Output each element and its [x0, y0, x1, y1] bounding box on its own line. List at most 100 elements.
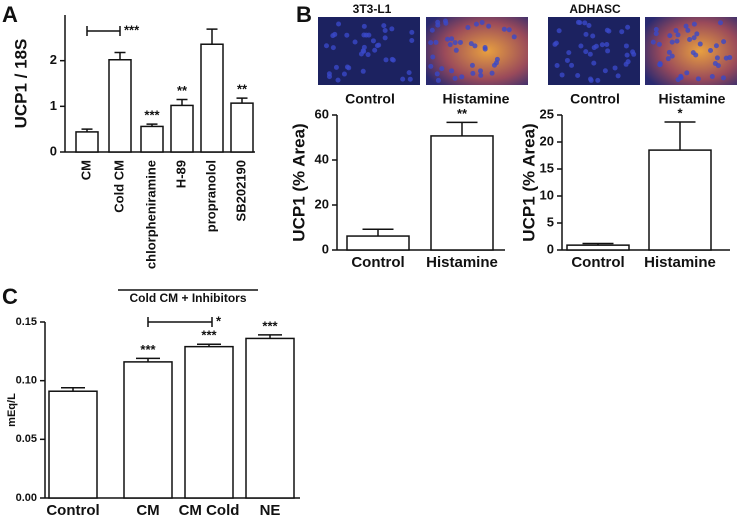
- image-label: Control: [570, 91, 620, 107]
- significance: ***: [201, 328, 217, 343]
- nucleus: [429, 27, 435, 33]
- error-bar: [206, 28, 218, 45]
- y-tick-label: 0.15: [16, 316, 37, 328]
- nucleus: [330, 45, 336, 51]
- nucleus: [406, 70, 412, 76]
- bracket-label: ***: [124, 22, 140, 37]
- x-tick-label: CM: [136, 502, 159, 519]
- nucleus: [667, 33, 673, 39]
- nucleus: [341, 71, 347, 77]
- nucleus: [623, 43, 629, 49]
- y-tick-label: 0.05: [16, 433, 37, 445]
- error-bar: [258, 334, 282, 339]
- nucleus: [332, 31, 338, 37]
- nucleus: [433, 39, 439, 45]
- nucleus: [630, 49, 636, 55]
- nucleus: [335, 77, 341, 83]
- nucleus: [428, 40, 434, 46]
- bracket-label: *: [216, 313, 222, 328]
- nucleus: [653, 26, 659, 32]
- nucleus: [606, 28, 612, 34]
- x-tick-label: Histamine: [426, 254, 498, 271]
- nucleus: [469, 62, 475, 68]
- nucleus: [683, 23, 689, 29]
- nucleus: [326, 74, 332, 80]
- nucleus: [470, 70, 476, 76]
- nucleus: [590, 33, 596, 39]
- y-axis-label: mEq/L: [6, 393, 18, 427]
- nucleus: [656, 41, 662, 47]
- nucleus: [556, 28, 562, 34]
- nucleus: [591, 45, 597, 51]
- nucleus: [506, 27, 512, 33]
- significance: ***: [262, 318, 278, 333]
- y-tick-label: 15: [540, 160, 554, 175]
- nucleus: [435, 77, 441, 83]
- nucleus: [365, 52, 371, 58]
- nucleus: [376, 42, 382, 48]
- panel-label: B: [296, 2, 312, 27]
- nucleus: [370, 38, 376, 44]
- nucleus: [582, 20, 588, 26]
- nucleus: [653, 31, 659, 37]
- nucleus: [721, 39, 727, 45]
- y-axis-label: UCP1 / 18S: [11, 39, 30, 129]
- x-tick-label: Cold CM: [111, 160, 126, 213]
- bar: [200, 43, 224, 153]
- bracket: [147, 317, 213, 327]
- y-axis-label: UCP1 (% Area): [289, 123, 308, 241]
- nucleus: [583, 49, 589, 55]
- x-tick-label: H-89: [173, 160, 188, 188]
- nucleus: [382, 27, 388, 33]
- nucleus: [439, 66, 445, 72]
- nucleus: [552, 41, 558, 47]
- nucleus: [407, 76, 413, 82]
- y-tick-label: 0: [547, 241, 554, 256]
- error-bar: [446, 121, 478, 136]
- error-bar: [114, 51, 126, 60]
- bar: [648, 149, 712, 251]
- nucleus: [695, 76, 701, 82]
- chart-title: ADHASC: [569, 2, 621, 16]
- bar: [184, 345, 234, 499]
- nucleus: [428, 63, 434, 69]
- nucleus: [442, 18, 448, 24]
- nucleus: [669, 39, 675, 45]
- nucleus: [713, 43, 719, 49]
- significance: **: [177, 83, 188, 98]
- nucleus: [666, 49, 672, 55]
- nucleus: [472, 43, 478, 49]
- nucleus: [650, 39, 656, 45]
- image-histamine: [645, 17, 737, 85]
- bar: [75, 131, 99, 153]
- nucleus: [691, 35, 697, 41]
- error-bar: [664, 121, 696, 151]
- nucleus: [494, 56, 500, 62]
- x-tick-label: chlorpheniramine: [143, 160, 158, 269]
- nucleus: [586, 23, 592, 29]
- nucleus: [361, 23, 367, 29]
- y-tick-label: 0: [322, 241, 329, 256]
- y-tick-label: 0.00: [16, 492, 37, 504]
- nucleus: [478, 72, 484, 78]
- image-histamine: [426, 17, 528, 85]
- bar: [566, 244, 630, 251]
- nucleus: [669, 53, 675, 59]
- nucleus: [489, 70, 495, 76]
- nucleus: [381, 23, 387, 29]
- nucleus: [675, 77, 681, 83]
- significance: **: [237, 82, 248, 97]
- nucleus: [717, 20, 723, 26]
- nucleus: [691, 21, 697, 27]
- bar: [170, 104, 194, 153]
- y-tick-label: 25: [540, 106, 554, 121]
- nucleus: [389, 56, 395, 62]
- nucleus: [434, 71, 440, 77]
- significance: **: [457, 106, 468, 121]
- nucleus: [605, 48, 611, 54]
- nucleus: [720, 75, 726, 81]
- nucleus: [333, 64, 339, 70]
- nucleus: [554, 62, 560, 68]
- y-tick-label: 60: [315, 106, 329, 121]
- nucleus: [449, 68, 455, 74]
